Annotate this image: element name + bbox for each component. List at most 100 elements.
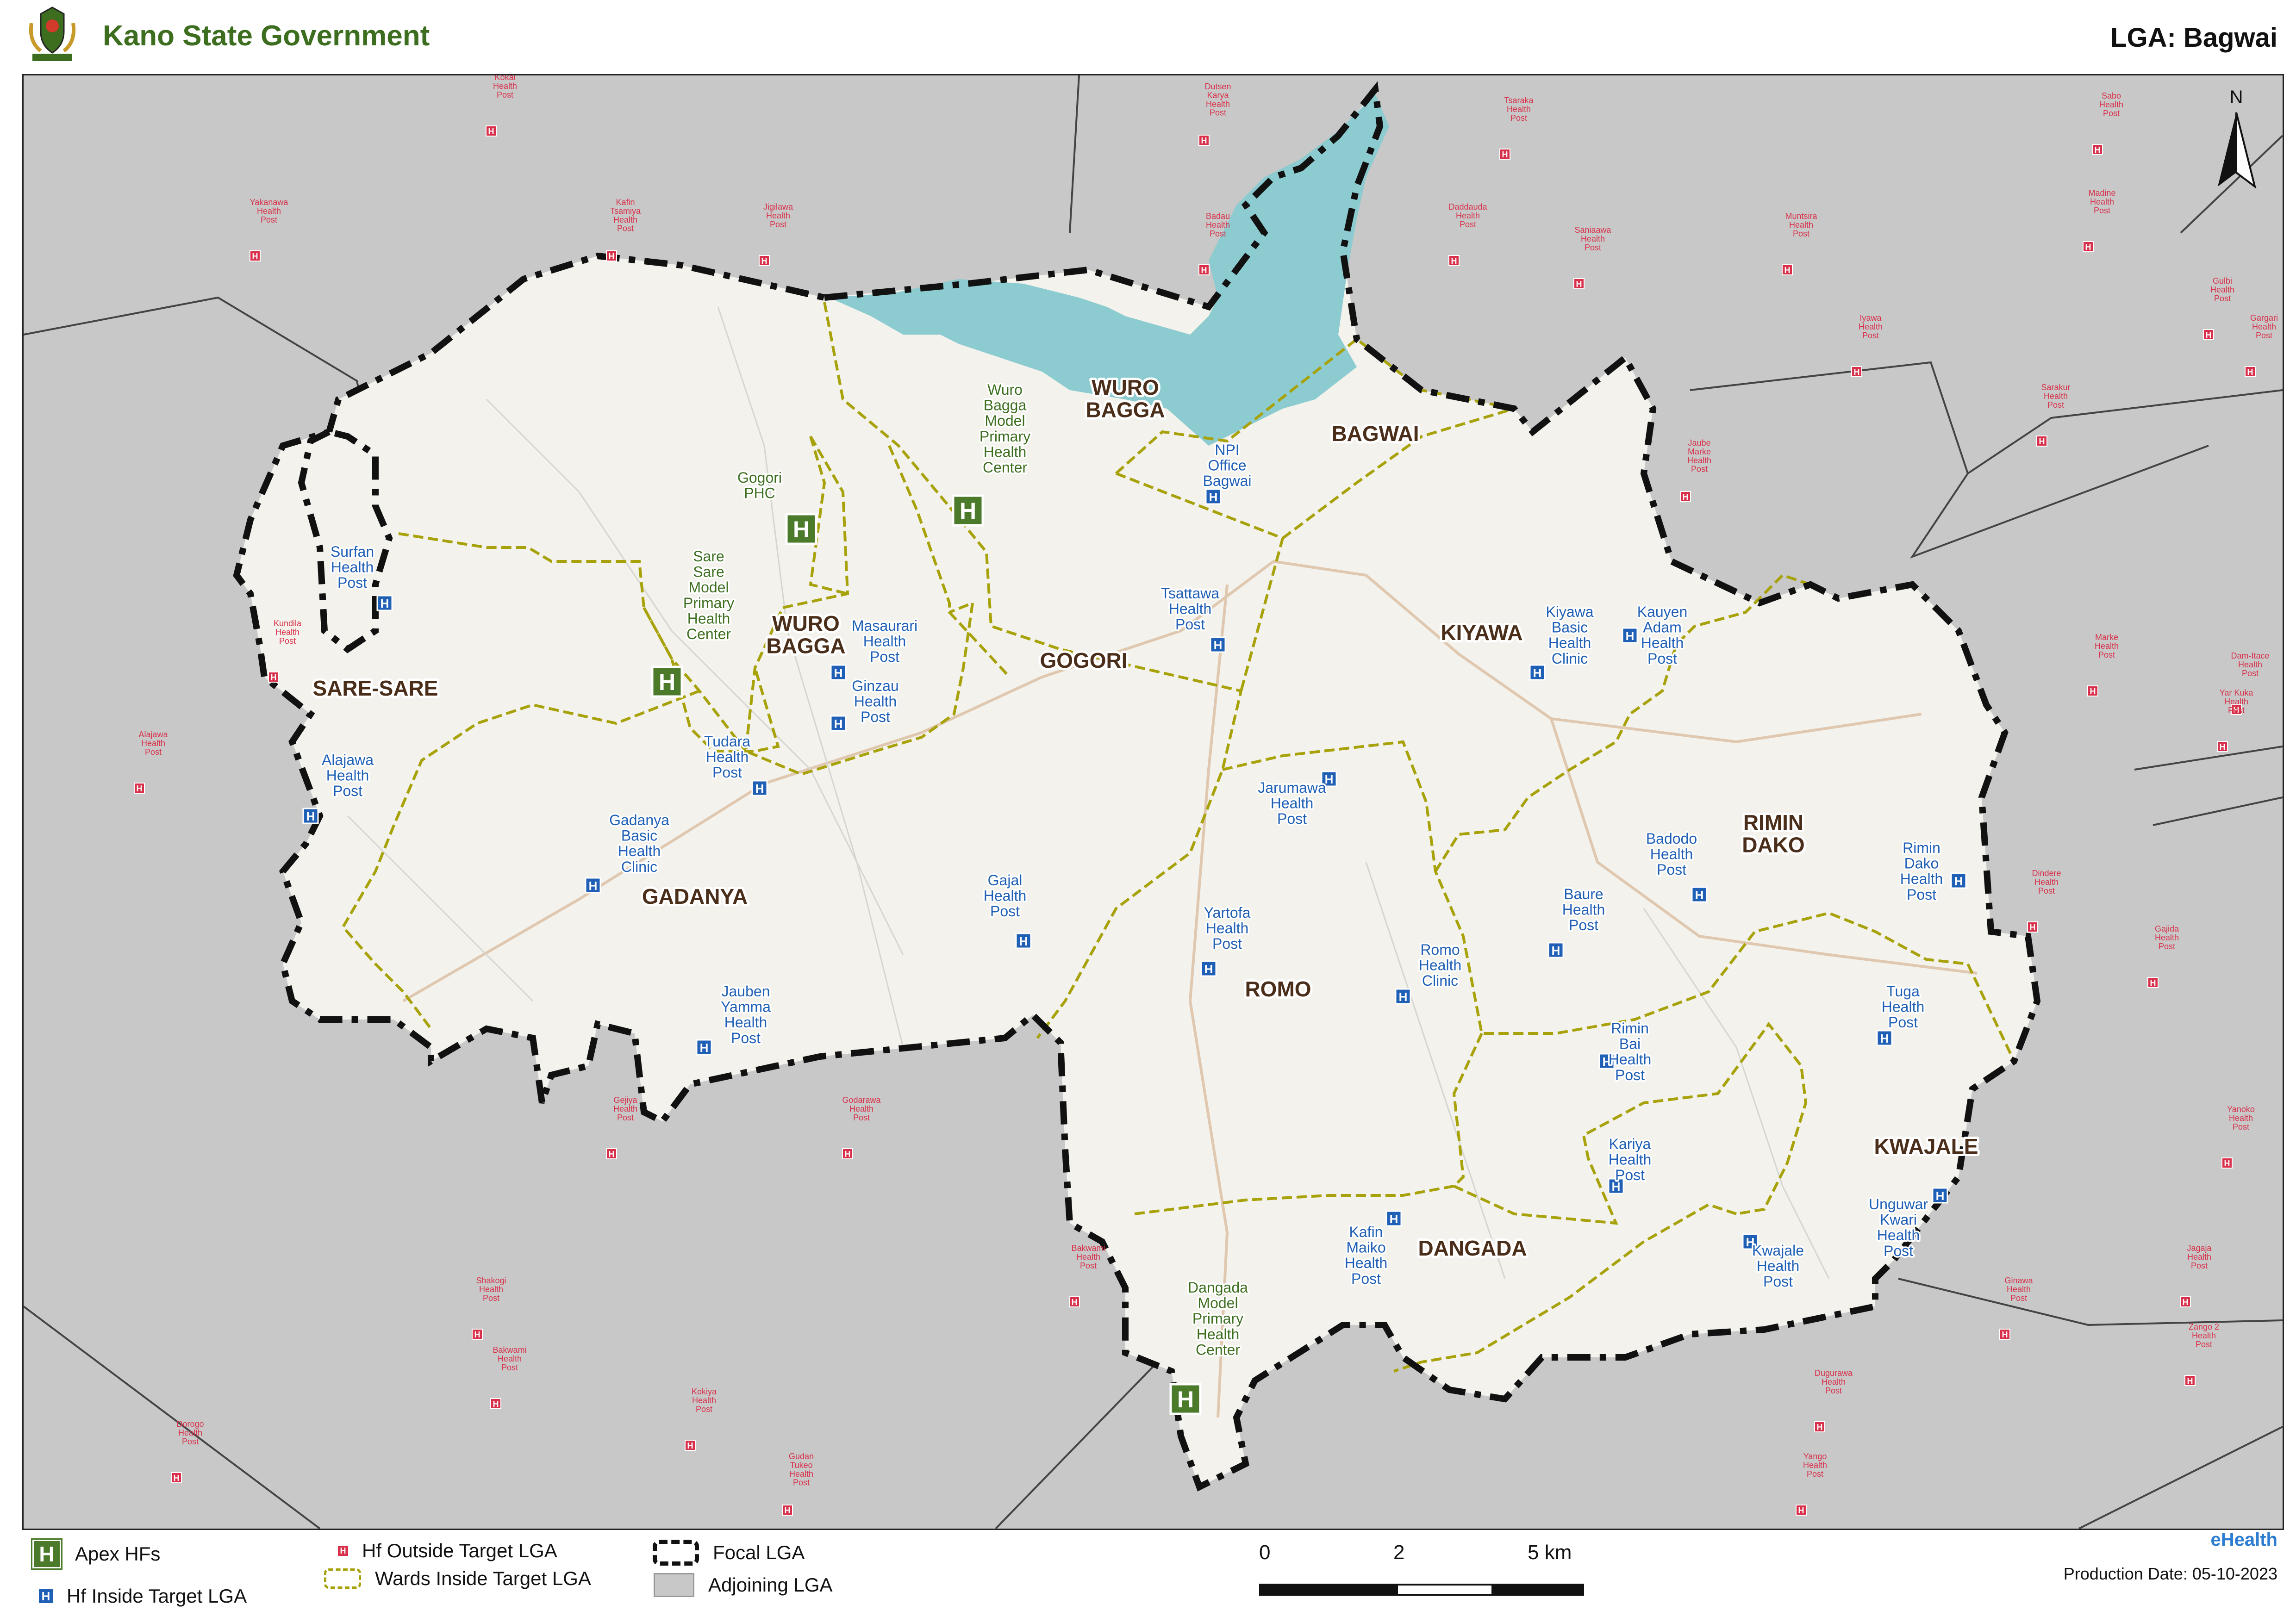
outside-hf-icon[interactable]: H <box>1680 491 1691 502</box>
outside-hf-icon[interactable]: H <box>2245 366 2256 377</box>
inside-hf-icon[interactable]: H <box>1547 942 1564 958</box>
inside-hf-icon[interactable]: H <box>1015 933 1032 949</box>
outside-hf-icon[interactable]: H <box>685 1440 696 1451</box>
inside-hf-icon[interactable]: H <box>1205 488 1222 505</box>
inside-hf-icon[interactable]: H <box>1598 1053 1615 1070</box>
apex-hf-icon[interactable]: H <box>952 494 984 527</box>
outside-hf-icon[interactable]: H <box>2036 435 2047 447</box>
legend-adjoining-label: Adjoining LGA <box>708 1574 833 1596</box>
inside-hf-icon[interactable]: H <box>302 808 319 824</box>
outside-hf-icon[interactable]: H <box>2087 685 2098 696</box>
outside-hf-icon[interactable]: H <box>2180 1296 2191 1307</box>
inside-hf-icon[interactable]: H <box>1932 1187 1948 1204</box>
outside-hf-icon[interactable]: H <box>250 250 261 261</box>
adjoining-lga-borders <box>24 75 2283 1529</box>
outside-hf-icon[interactable]: H <box>2231 704 2242 715</box>
inside-hf-icon[interactable]: H <box>1210 636 1226 653</box>
inside-hf-icon[interactable]: H <box>1622 627 1638 644</box>
legend-focal: Focal LGA <box>653 1540 805 1566</box>
outside-hf-icon[interactable]: H <box>2027 921 2038 933</box>
outside-hf-icon[interactable]: H <box>606 1148 617 1159</box>
inside-hf-icon[interactable]: H <box>1321 771 1337 787</box>
outside-hf-icon[interactable]: H <box>1198 135 1210 146</box>
outside-hf-icon[interactable]: H <box>606 250 617 261</box>
outside-hf-icon[interactable]: H <box>1782 264 1793 275</box>
inside-hf-icon[interactable]: H <box>1691 886 1708 903</box>
svg-text:H: H <box>2206 330 2212 340</box>
inside-hf-icon[interactable]: H <box>1876 1030 1893 1046</box>
inside-hf-icon[interactable]: H <box>751 780 768 796</box>
inside-hf-icon[interactable]: H <box>1742 1233 1759 1250</box>
inside-hf-label: Kafin Maiko Health Post <box>1345 1224 1388 1287</box>
outside-hf-icon[interactable]: H <box>486 125 497 137</box>
inside-hf-icon[interactable]: H <box>696 1039 712 1056</box>
outside-hf-icon[interactable]: H <box>1999 1329 2010 1340</box>
outside-hf-icon[interactable]: H <box>472 1329 483 1340</box>
outside-hf-icon[interactable]: H <box>490 1398 501 1409</box>
outside-hf-markers: H H H H H H H H H H H H H H H H H H H H H H H H H H H H H H H H H H H H H H <box>134 125 2256 1516</box>
outside-hf-labels: Kokai Health Post Dutsen Karya Health Post Tsar… <box>138 75 2278 1487</box>
outside-hf-icon[interactable]: H <box>842 1148 853 1159</box>
legend-apex-label: Apex HFs <box>75 1543 161 1565</box>
outside-hf-icon[interactable]: H <box>2184 1375 2196 1386</box>
inside-hf-label: NPI Office Bagwai <box>1203 442 1252 489</box>
map-frame[interactable]: H H H H H H H H H H H H H H H H H H H H H H H H H H H H H H H H H H H H H H H… <box>22 74 2284 1530</box>
inside-hf-icon[interactable]: H <box>1395 988 1411 1005</box>
outside-hf-icon[interactable]: H <box>1448 255 1460 266</box>
ward-labels: WURO BAGGA BAGWAI SARE-SARE WURO BAGGA GOGORI K… <box>311 373 1981 1262</box>
outside-hf-icon[interactable]: H <box>1499 149 1510 160</box>
outside-hf-icon[interactable]: H <box>782 1505 793 1516</box>
header: Kano State Government LGA: Bagwai <box>0 0 2296 69</box>
outside-hf-label: Sabo Health Post <box>2099 91 2123 118</box>
inside-hf-label: Tuga Health Post <box>1882 983 1925 1031</box>
outside-hf-label: Tsaraka Health Post <box>1504 96 1534 123</box>
inside-hf-icon[interactable]: H <box>1385 1210 1402 1227</box>
inside-hf-icon[interactable]: H <box>1200 960 1217 977</box>
svg-text:H: H <box>1552 944 1560 958</box>
outside-hf-icon[interactable]: H <box>1573 278 1585 289</box>
outside-hf-icon[interactable]: H <box>1814 1421 1825 1432</box>
outside-hf-icon[interactable]: H <box>759 255 770 266</box>
apex-hf-icon[interactable]: H <box>651 665 683 698</box>
inside-hf-icon[interactable]: H <box>1608 1178 1624 1194</box>
scale-segment-3 <box>1491 1584 1584 1596</box>
outside-hf-icon[interactable]: H <box>1069 1296 1080 1307</box>
outside-hf-icon[interactable]: H <box>2083 241 2094 252</box>
outside-hf-label: Bakwami Health Post <box>493 1345 526 1372</box>
inside-hf-label: Rimin Dako Health Post <box>1900 839 1943 903</box>
svg-text:H: H <box>659 669 675 695</box>
outside-hf-icon[interactable]: H <box>2147 977 2159 988</box>
inside-hf-icon[interactable]: H <box>376 595 393 611</box>
svg-text:H: H <box>1603 1055 1611 1069</box>
inside-hf-label: Masaurari Health Post <box>852 617 917 665</box>
svg-text:H: H <box>845 1150 851 1159</box>
apex-hf-icon[interactable]: H <box>785 513 817 545</box>
outside-hf-label: Iyawa Health Post <box>1859 313 1883 340</box>
outside-hf-label: Sarakur Health Post <box>2041 383 2070 410</box>
outside-hf-icon[interactable]: H <box>134 783 145 794</box>
svg-text:H: H <box>2220 742 2226 752</box>
outside-hf-label: Godarawa Health Post <box>842 1095 881 1122</box>
outside-hf-icon[interactable]: H <box>2221 1157 2233 1169</box>
inside-hf-icon[interactable]: H <box>1529 664 1546 681</box>
outside-hf-icon[interactable]: H <box>1198 264 1210 275</box>
apex-hf-icon[interactable]: H <box>1169 1383 1202 1415</box>
inside-hf-icon[interactable]: H <box>830 664 847 681</box>
outside-hf-icon[interactable]: H <box>2092 144 2103 155</box>
outside-hf-icon[interactable]: H <box>1851 366 1862 377</box>
inside-hf-icon[interactable]: H <box>585 877 601 894</box>
outside-hf-icon[interactable]: H <box>171 1472 182 1483</box>
outside-hf-icon[interactable]: H <box>1796 1505 1807 1516</box>
inside-hf-icon[interactable]: H <box>830 715 847 732</box>
outside-hf-label: Marke Health Post <box>2095 633 2119 659</box>
outside-hf-label: Muntsira Health Post <box>1785 211 1817 238</box>
inside-hf-icon[interactable]: H <box>1950 872 1967 889</box>
outside-hf-icon[interactable]: H <box>2217 741 2228 752</box>
inside-hf-label: Kariya Health Post <box>1609 1136 1652 1183</box>
outside-hf-icon[interactable]: H <box>2203 329 2214 340</box>
svg-text:H: H <box>1533 666 1542 680</box>
svg-text:H: H <box>1784 266 1791 275</box>
outside-hf-icon[interactable]: H <box>268 672 279 683</box>
government-title: Kano State Government <box>103 20 430 52</box>
outside-hf-label: Gejiya Health Post <box>613 1095 638 1122</box>
